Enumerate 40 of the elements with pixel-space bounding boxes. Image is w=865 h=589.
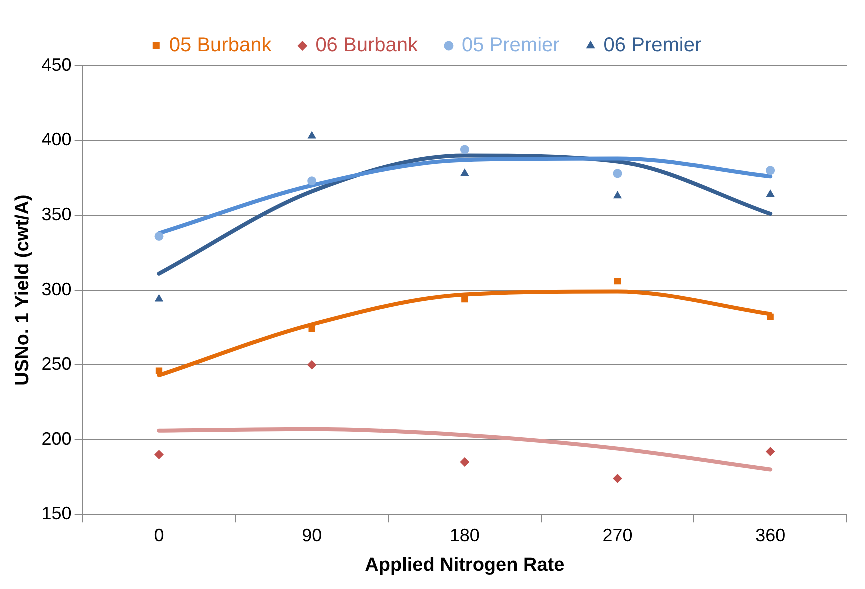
y-tick-label: 150: [42, 504, 72, 524]
point: [767, 314, 774, 321]
point: [462, 296, 468, 303]
legend-label: 06 Premier: [604, 34, 702, 57]
point: [766, 447, 776, 456]
x-tick-label: 270: [602, 525, 633, 546]
point: [308, 360, 317, 370]
point: [614, 192, 622, 199]
point: [766, 190, 775, 198]
point: [613, 474, 622, 484]
point: [613, 169, 622, 178]
x-tick-label: 360: [756, 525, 786, 546]
y-axis-title: USNo. 1 Yield (cwt/A): [12, 194, 34, 386]
y-tick-label: 300: [42, 279, 72, 300]
point: [460, 169, 469, 176]
point: [460, 458, 470, 467]
legend-label: 05 Premier: [462, 34, 560, 57]
y-tick-label: 450: [42, 54, 72, 75]
line-series: [157, 290, 773, 378]
point: [308, 132, 316, 139]
y-tick-label: 400: [42, 130, 72, 150]
point: [460, 145, 470, 154]
point: [308, 326, 316, 333]
x-tick-label: 180: [450, 525, 480, 546]
point: [308, 176, 317, 186]
y-tick-label: 350: [42, 204, 72, 224]
line-series: [157, 427, 773, 472]
point: [155, 294, 164, 302]
x-axis-title: Applied Nitrogen Rate: [365, 554, 565, 576]
point: [154, 232, 164, 241]
legend-label: 05 Burbank: [169, 34, 273, 57]
point: [154, 450, 164, 460]
point: [614, 278, 622, 285]
point: [766, 166, 776, 176]
x-tick-label: 90: [302, 525, 322, 546]
legend-label: 06 Burbank: [316, 34, 419, 57]
y-tick-label: 250: [42, 354, 72, 374]
x-tick-label: 0: [154, 525, 164, 546]
y-tick-label: 200: [42, 428, 72, 449]
point: [156, 368, 163, 374]
